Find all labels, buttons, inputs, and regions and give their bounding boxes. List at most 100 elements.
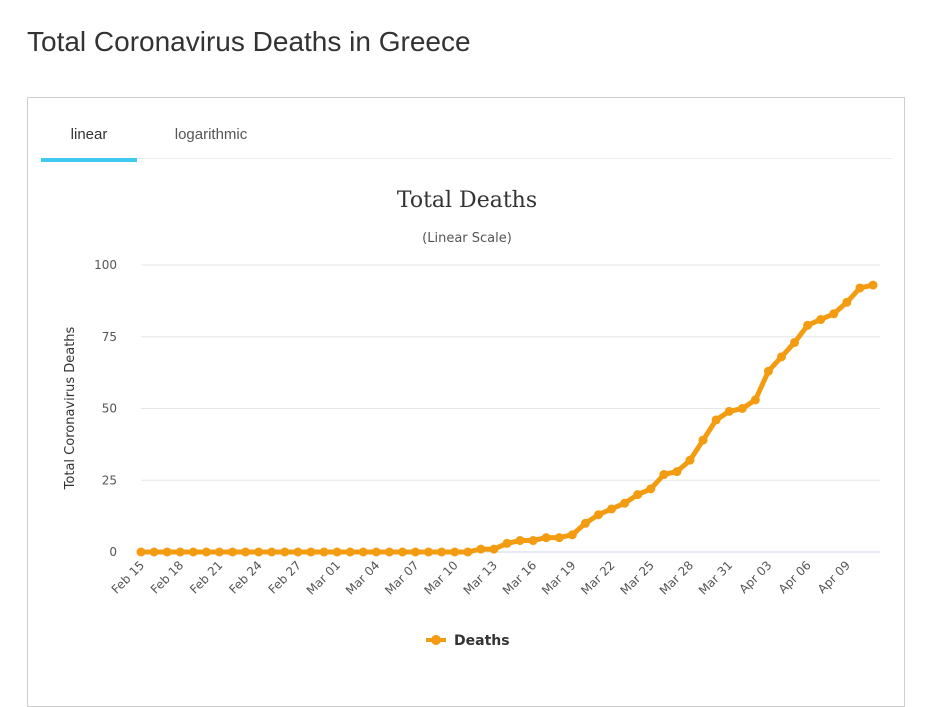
- tab-linear-label: linear: [70, 126, 108, 143]
- data-point: [711, 415, 721, 425]
- x-tick-label: Apr 09: [815, 558, 853, 596]
- scale-tabs: linear logarithmic: [41, 98, 892, 162]
- data-point: [790, 337, 800, 347]
- x-tick-label: Mar 19: [539, 558, 578, 597]
- x-tick-label: Mar 25: [617, 558, 656, 597]
- data-point: [136, 547, 146, 557]
- data-point: [567, 530, 577, 540]
- data-point: [228, 547, 237, 557]
- x-tick-label: Mar 07: [382, 558, 421, 597]
- data-point: [214, 547, 224, 557]
- data-point: [580, 518, 590, 528]
- data-point: [816, 315, 826, 325]
- data-point: [424, 547, 434, 557]
- data-point: [384, 547, 394, 557]
- data-point: [803, 320, 813, 330]
- x-tick-label: Feb 15: [109, 558, 147, 596]
- data-point: [763, 366, 773, 376]
- y-tick-label: 25: [102, 473, 117, 487]
- data-point: [280, 547, 290, 557]
- x-tick-label: Mar 01: [304, 558, 343, 597]
- x-tick-label: Mar 10: [421, 558, 460, 597]
- chart-card: linear logarithmic Total Deaths (Linear …: [27, 97, 905, 707]
- series-deaths: [136, 280, 878, 557]
- data-point: [476, 544, 486, 554]
- legend[interactable]: Deaths: [426, 633, 510, 649]
- data-point: [685, 455, 695, 465]
- x-tick-label: Feb 27: [266, 558, 304, 596]
- data-point: [672, 467, 682, 477]
- data-point: [829, 309, 839, 319]
- data-point: [371, 547, 381, 557]
- data-point: [541, 533, 551, 543]
- data-point: [607, 504, 617, 514]
- data-point: [502, 538, 512, 548]
- data-point: [450, 547, 460, 557]
- y-tick-label: 0: [109, 545, 117, 559]
- data-point: [646, 484, 656, 494]
- data-point: [515, 536, 525, 546]
- x-tick-label: Apr 03: [736, 558, 774, 596]
- x-tick-label: Mar 28: [657, 558, 696, 597]
- data-point: [175, 547, 185, 557]
- data-point: [358, 547, 368, 557]
- data-point: [659, 470, 669, 480]
- data-point: [737, 404, 747, 413]
- data-point: [777, 352, 786, 362]
- x-tick-labels: Feb 15 Feb 18 Feb 21 Feb 24 Feb 27 Mar 01 Mar …: [109, 558, 853, 597]
- data-point: [397, 547, 407, 557]
- y-axis-label: Total Coronavirus Deaths: [63, 326, 78, 490]
- tab-linear[interactable]: linear: [41, 98, 137, 162]
- data-point: [528, 536, 538, 546]
- data-point: [241, 547, 251, 557]
- data-point: [489, 544, 499, 554]
- data-point: [633, 490, 643, 500]
- legend-label: Deaths: [454, 633, 510, 649]
- data-point: [188, 547, 198, 557]
- series-line: [138, 282, 876, 555]
- x-tick-label: Apr 06: [776, 558, 814, 596]
- y-tick-label: 75: [102, 330, 117, 344]
- chart-title: Total Deaths: [397, 188, 537, 213]
- data-point: [868, 280, 878, 290]
- data-point: [267, 547, 277, 557]
- data-point: [750, 395, 760, 405]
- data-point: [293, 547, 303, 557]
- x-tick-label: Mar 22: [578, 558, 617, 597]
- data-point: [162, 547, 172, 557]
- data-point: [554, 533, 564, 543]
- x-tick-label: Mar 31: [696, 558, 735, 597]
- data-point: [411, 547, 420, 557]
- x-tick-label: Feb 24: [226, 558, 264, 596]
- data-point: [319, 547, 329, 557]
- x-tick-label: Mar 16: [500, 558, 539, 597]
- tab-logarithmic[interactable]: logarithmic: [161, 98, 261, 158]
- data-point: [855, 283, 865, 293]
- deaths-line-chart: Total Deaths (Linear Scale) Total Corona…: [63, 188, 880, 649]
- data-point: [201, 547, 211, 557]
- data-point: [332, 547, 342, 557]
- data-point: [594, 510, 603, 520]
- x-tick-label: Mar 04: [343, 558, 382, 597]
- y-tick-label: 100: [94, 258, 117, 272]
- data-point: [306, 547, 316, 557]
- data-point: [463, 547, 473, 557]
- grid-lines: [141, 264, 880, 553]
- x-tick-label: Mar 13: [461, 558, 500, 597]
- data-point: [698, 435, 708, 445]
- y-tick-labels: 0 25 50 75 100: [94, 258, 117, 559]
- data-point: [345, 547, 355, 557]
- y-tick-label: 50: [102, 402, 117, 416]
- chart-subtitle: (Linear Scale): [422, 231, 512, 246]
- x-tick-label: Feb 18: [148, 558, 186, 596]
- data-point: [724, 406, 734, 416]
- data-point: [149, 547, 159, 557]
- data-point: [254, 547, 264, 557]
- legend-marker: [431, 635, 441, 645]
- x-tick-label: Feb 21: [187, 558, 225, 596]
- page-title: Total Coronavirus Deaths in Greece: [27, 26, 471, 57]
- tab-logarithmic-label: logarithmic: [174, 126, 248, 143]
- active-tab-indicator: [41, 158, 137, 162]
- data-point: [437, 547, 447, 557]
- data-point: [842, 297, 852, 307]
